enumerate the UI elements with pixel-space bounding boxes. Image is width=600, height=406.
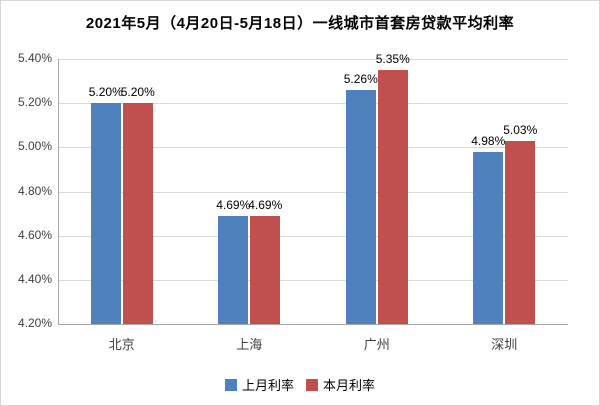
y-gridline — [58, 235, 568, 237]
x-axis-label: 北京 — [108, 337, 135, 352]
bar-current-month — [377, 70, 408, 324]
bar-current-month — [122, 103, 153, 324]
y-gridline — [58, 279, 568, 281]
bar-current-month — [250, 215, 281, 324]
bar-current-month — [505, 140, 536, 324]
legend-label: 本月利率 — [323, 378, 376, 393]
legend-item: 本月利率 — [306, 375, 375, 394]
bar-value-label: 5.03% — [503, 122, 538, 137]
legend-item: 上月利率 — [224, 375, 294, 394]
y-axis-tick-label: 5.00% — [17, 139, 52, 154]
y-axis-tick-label: 4.60% — [17, 227, 52, 242]
y-axis-tick-label: 5.40% — [17, 51, 52, 65]
x-axis-label: 深圳 — [491, 337, 518, 352]
x-axis-label: 广州 — [363, 337, 390, 352]
bar-value-label: 5.20% — [88, 85, 123, 100]
bar-value-label: 4.69% — [248, 197, 283, 212]
x-axis-line — [58, 324, 568, 325]
bar-prev-month — [345, 89, 376, 324]
legend: 上月利率 本月利率 — [1, 375, 599, 394]
y-gridline — [58, 191, 568, 193]
y-axis-tick-label: 4.40% — [17, 271, 52, 286]
bar-prev-month — [218, 215, 249, 324]
y-gridline — [58, 147, 568, 149]
y-axis-tick-label: 5.20% — [17, 95, 52, 110]
y-axis-tick-label: 4.80% — [17, 183, 52, 198]
legend-label: 上月利率 — [241, 378, 294, 393]
bar-value-label: 4.98% — [471, 133, 506, 148]
y-axis-tick-label: 4.20% — [17, 316, 52, 330]
legend-swatch — [306, 378, 318, 391]
chart-title: 2021年5月（4月20日-5月18日）一线城市首套房贷款平均利率 — [85, 15, 515, 32]
bar-prev-month — [473, 151, 504, 324]
bar-value-label: 5.26% — [343, 71, 378, 86]
bar-value-label: 5.20% — [120, 85, 155, 100]
y-gridline — [58, 59, 568, 60]
legend-swatch — [224, 378, 237, 391]
x-axis-label: 上海 — [236, 337, 263, 352]
bar-value-label: 5.35% — [375, 52, 410, 67]
y-gridline — [58, 103, 568, 105]
y-axis-line — [58, 59, 59, 324]
bar-value-label: 4.69% — [216, 197, 251, 212]
bar-prev-month — [90, 103, 121, 324]
